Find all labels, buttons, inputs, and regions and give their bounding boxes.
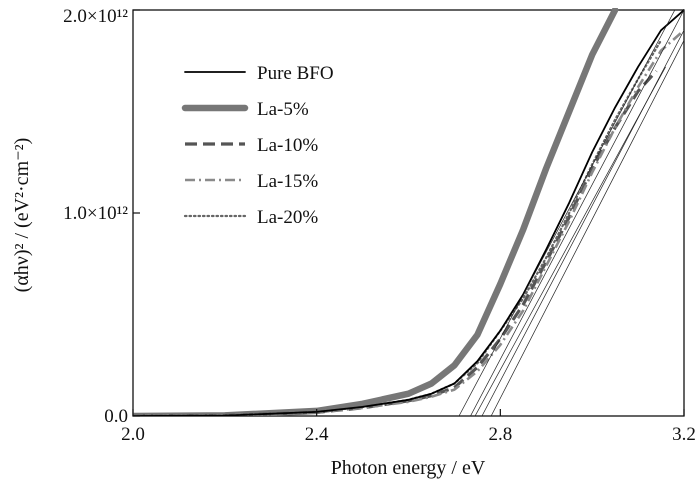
- x-tick-label: 2.0: [121, 424, 145, 445]
- legend-label: La-20%: [257, 207, 318, 228]
- y-axis-label: (αhν)² / (eV²·cm⁻²): [11, 138, 33, 293]
- y-tick-label: 1.0×10¹²: [63, 203, 128, 224]
- tangent-line-3: [474, 66, 666, 416]
- legend-label: La-15%: [257, 171, 318, 192]
- legend-label: La-10%: [257, 135, 318, 156]
- axis-ticks: 2.0 2.4 2.8 3.2 0.0 1.0×10¹² 2.0×10¹²: [63, 6, 696, 445]
- plot-frame: [132, 9, 685, 417]
- series-lines: [133, 8, 684, 416]
- y-tick-label: 2.0×10¹²: [63, 6, 128, 27]
- series-line-la-15-: [133, 29, 684, 416]
- x-tick-label: 3.2: [672, 424, 696, 445]
- y-tick-label: 0.0: [104, 406, 128, 427]
- tangent-line-1: [458, 9, 676, 416]
- legend-label: Pure BFO: [257, 63, 334, 84]
- legend-label: La-5%: [257, 99, 309, 120]
- series-line-la-10-: [133, 69, 658, 416]
- series-line-pure-bfo: [133, 9, 684, 416]
- x-axis-label: Photon energy / eV: [331, 457, 486, 479]
- x-tick-label: 2.4: [305, 424, 329, 445]
- tangent-line-4: [481, 30, 684, 416]
- tangent-line-2: [470, 9, 684, 416]
- plot-border: [132, 9, 685, 417]
- legend: Pure BFO La-5% La-10% La-15% La-20%: [181, 63, 334, 228]
- series-line-la-5-: [133, 8, 619, 416]
- tangent-lines: [458, 9, 684, 416]
- x-tick-label: 2.8: [488, 424, 512, 445]
- tangent-line-5: [490, 40, 684, 416]
- series-line-la-20-: [133, 39, 663, 416]
